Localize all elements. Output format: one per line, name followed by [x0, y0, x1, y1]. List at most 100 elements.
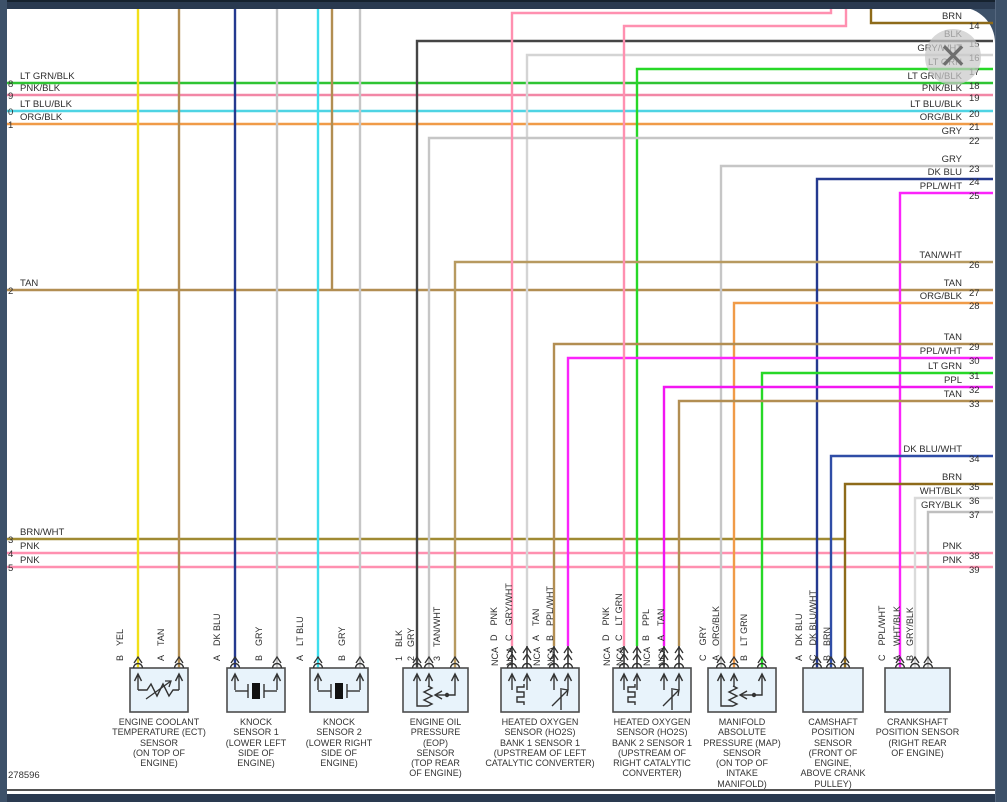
connector-chevron-icon	[659, 645, 669, 654]
pin-arrow-head-ho2s-bank1-sensor1	[563, 672, 573, 682]
pin-label-crankshaft-position-sensor-A: A WHT/BLK	[892, 605, 902, 661]
thermistor-arrow-icon	[145, 680, 172, 700]
pot-lead	[416, 686, 428, 707]
pin-arc-crankshaft-position-sensor	[894, 662, 906, 669]
o2-arrow-icon	[662, 689, 680, 707]
wire-number-right-24: 24	[969, 177, 980, 188]
wire-25-ppl-wht	[898, 191, 993, 668]
wire-number-right-23: 23	[969, 164, 980, 175]
sensor-caption-knock-sensor-1: KNOCK SENSOR 1 (LOWER LEFT SIDE OF ENGIN…	[225, 717, 287, 769]
wire-label-right-35: BRN	[941, 472, 962, 483]
connector-chevron-icon	[230, 655, 240, 664]
sensor-box-camshaft-position-sensor	[802, 667, 864, 713]
wire-17-lt-grn	[635, 67, 993, 646]
connector-chevron-icon	[507, 652, 517, 661]
connector-chevron-icon	[522, 645, 532, 654]
wire-number-left-2: 2	[8, 286, 14, 297]
wire-number-right-33: 33	[969, 399, 980, 410]
pin-label-eop-sensor-1: 1 BLK	[394, 629, 404, 661]
pin-label-eop-sensor-3: 3 TAN/WHT	[432, 606, 442, 661]
wire-number-right-28: 28	[969, 301, 980, 312]
wire-28-org-blk	[732, 301, 993, 668]
pin-arrow-head-knock-sensor-2	[313, 672, 323, 682]
wire-label-left-1: ORG/BLK	[20, 112, 63, 123]
wire-label-right-31: LT GRN	[928, 361, 962, 372]
wire-22-gry	[427, 136, 993, 668]
wire-label-right-38: PNK	[942, 541, 962, 552]
piezo-element-icon	[252, 683, 260, 699]
pin-arrow-head-eop-sensor	[412, 672, 422, 682]
pin-arc-map-sensor	[756, 662, 768, 669]
pin-nca-label-ho2s-bank2-sensor1: NCA	[615, 646, 625, 666]
window-frame-right[interactable]	[995, 0, 1007, 802]
pin-label-knock-sensor-2-A: A LT BLU	[295, 616, 305, 661]
sensor-caption-knock-sensor-2: KNOCK SENSOR 2 (LOWER RIGHT SIDE OF ENGI…	[305, 717, 373, 769]
wire-label-right-24: DK BLU	[927, 167, 962, 178]
pin-label-ho2s-bank2-sensor1-C: C LT GRN	[614, 593, 624, 641]
pin-arc-map-sensor	[715, 662, 727, 669]
wire-number-right-34: 34	[969, 454, 980, 465]
wire-number-right-26: 26	[969, 260, 980, 271]
wire-15-blk	[415, 39, 993, 668]
pin-arrow-head-knock-sensor-1	[230, 672, 240, 682]
pin-arrow-head-knock-sensor-1	[272, 672, 282, 682]
pin-arrow-head-eop-sensor	[424, 672, 434, 682]
pin-label-knock-sensor-2-B: B GRY	[337, 626, 347, 661]
pin-arc-knock-sensor-2	[354, 662, 366, 669]
sensor-caption-ho2s-bank1-sensor1: HEATED OXYGEN SENSOR (HO2S) BANK 1 SENSO…	[485, 717, 595, 769]
wire-label-right-36: WHT/BLK	[919, 486, 962, 497]
pin-arc-eop-sensor	[449, 662, 461, 669]
connector-chevron-icon	[507, 645, 517, 654]
wire-label-right-14: BRN	[941, 11, 962, 22]
wire-number-right-35: 35	[969, 482, 980, 493]
wire-label-right-34: DK BLU/WHT	[903, 444, 962, 455]
window-frame-top	[0, 0, 1007, 9]
junction-dot-icon	[444, 692, 450, 698]
pin-arrow-head-ho2s-bank2-sensor1	[659, 672, 669, 682]
wire-26-tan-wht	[453, 260, 993, 668]
pin-label-camshaft-position-sensor-A: A DK BLU	[794, 613, 804, 661]
sensor-box-crankshaft-position-sensor	[884, 667, 951, 713]
piezo-element-icon	[335, 683, 343, 699]
connector-chevron-icon	[522, 652, 532, 661]
pin-arc-crankshaft-position-sensor	[922, 662, 934, 669]
pin-arc-eop-sensor	[411, 662, 423, 669]
wire-23-gry	[719, 164, 993, 668]
connector-chevron-icon	[632, 645, 642, 654]
pin-nca-label-ho2s-bank1-sensor1: NCA	[490, 646, 500, 666]
junction-dot-icon	[751, 692, 757, 698]
pin-arrow-head-eop-sensor	[450, 672, 460, 682]
pin-arrow-head-ho2s-bank2-sensor1	[619, 672, 629, 682]
wire-label-right-27: TAN	[943, 278, 962, 289]
pin-arrow-head-ect-sensor	[174, 672, 184, 682]
thermistor-arrow-head-icon	[165, 680, 172, 688]
pin-arc-knock-sensor-2	[312, 662, 324, 669]
connector-chevron-icon	[826, 655, 836, 664]
pin-label-ect-sensor-A: A TAN	[156, 628, 166, 661]
wire-label-right-32: PPL	[944, 375, 962, 386]
connector-chevron-icon	[659, 652, 669, 661]
wire-number-left-0: 0	[8, 107, 14, 118]
wire-label-right-33: TAN	[943, 389, 962, 400]
connector-chevron-icon	[674, 645, 684, 654]
pin-arrow-head-ho2s-bank2-sensor1	[632, 672, 642, 682]
pin-label-ho2s-bank2-sensor1-D: D PNK	[601, 606, 611, 641]
wire-label-left-8: LT GRN/BLK	[20, 71, 75, 82]
connector-chevron-icon	[272, 655, 282, 664]
pin-arc-ect-sensor	[132, 662, 144, 669]
pin-arrow-head-ho2s-bank2-sensor1	[674, 672, 684, 682]
wire-number-right-21: 21	[969, 122, 980, 133]
wire-number-right-18: 18	[969, 81, 980, 92]
pin-label-map-sensor-A: A ORG/BLK	[711, 605, 721, 661]
pin-label-camshaft-position-sensor-C: C DK BLU/WHT	[808, 589, 818, 661]
wire-34-dk-blu-wht	[829, 454, 993, 668]
pin-label-ho2s-bank1-sensor1-D: D PNK	[489, 606, 499, 641]
wire-33-tan	[677, 399, 993, 646]
pin-label-crankshaft-position-sensor-C: C PPL/WHT	[877, 605, 887, 661]
connector-chevron-icon	[729, 655, 739, 664]
pin-arrow-head-knock-sensor-2	[355, 672, 365, 682]
close-button[interactable]: ×	[925, 29, 981, 85]
pin-arc-camshaft-position-sensor	[811, 662, 823, 669]
pin-arrow-head-map-sensor	[729, 672, 739, 682]
